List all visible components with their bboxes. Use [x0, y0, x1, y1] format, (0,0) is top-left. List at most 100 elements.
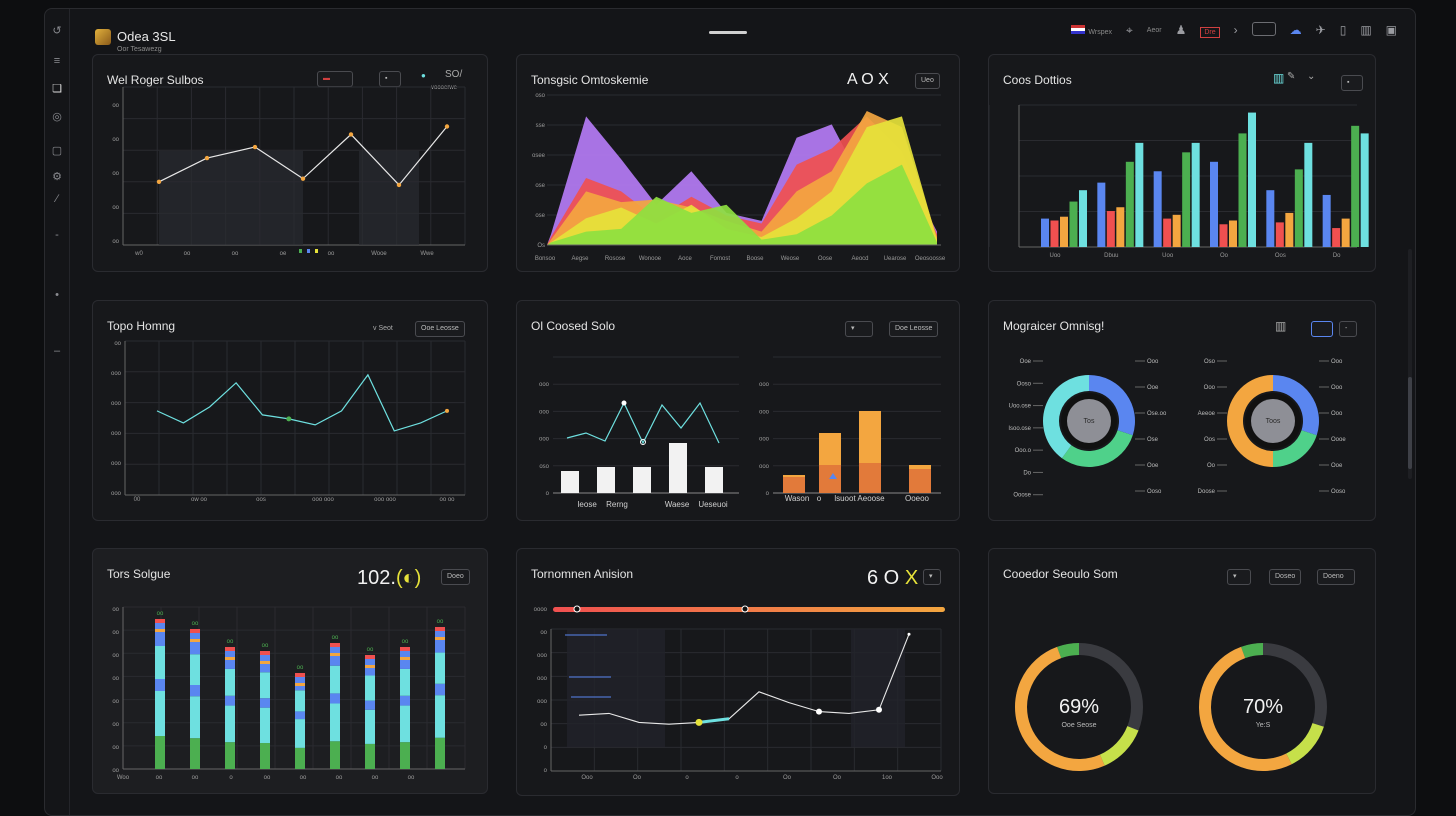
bars-icon[interactable]: ▥ — [1273, 71, 1285, 85]
edit-icon[interactable]: ✎ — [1287, 71, 1296, 82]
donut-label: Ooo — [1204, 385, 1216, 391]
window-handle[interactable] — [709, 31, 747, 34]
options-button[interactable]: Doeo — [441, 569, 470, 585]
x-tick-label: o — [817, 494, 822, 503]
filter-icon[interactable]: ⌄ — [1307, 71, 1316, 82]
y-tick-label: oooo — [534, 607, 548, 613]
notification-badge[interactable]: Dre — [1200, 23, 1220, 38]
square-icon[interactable]: ▢ — [51, 145, 63, 157]
pin-icon[interactable]: ⌖ — [1126, 22, 1133, 37]
bar-segment — [260, 698, 270, 708]
document-icon[interactable]: ❏ — [52, 83, 62, 95]
option-button[interactable]: ▪ — [1341, 75, 1363, 91]
x-tick-label: oe — [280, 251, 287, 257]
dropdown-button[interactable]: ▾ — [845, 321, 873, 337]
chart-meta-text: A O X — [847, 71, 889, 88]
x-tick-label: oo — [300, 775, 307, 781]
bird-icon[interactable]: ✈ — [1315, 23, 1326, 37]
bar — [1116, 207, 1125, 247]
y-tick-label: oo — [112, 722, 119, 728]
back-icon[interactable]: ↺ — [52, 25, 62, 37]
x-tick-label: oo — [336, 775, 343, 781]
bar-cap — [330, 643, 340, 647]
link-icon[interactable]: › — [1233, 23, 1238, 37]
x-tick-label: Aegse — [571, 256, 589, 262]
file-icon[interactable]: ▯ — [1339, 23, 1347, 37]
badge-label: Dre — [1200, 27, 1220, 38]
dash-icon[interactable]: – — [53, 345, 61, 357]
user-icon[interactable]: ♟ — [1175, 23, 1187, 37]
options-button[interactable]: Doe Leosse — [889, 321, 939, 337]
small-line-icon[interactable]: - — [55, 229, 59, 241]
bar-label: oo — [332, 635, 339, 641]
data-point — [816, 708, 822, 715]
menu-icon[interactable]: ≡ — [53, 55, 61, 67]
card-combo-chart: Ol Coosed Solo ▾ Doe Leosse ooo ooo ooo oso… — [516, 300, 960, 521]
y-tick-label: ooo — [759, 382, 770, 388]
dot-icon[interactable]: • — [55, 289, 59, 301]
bars-icon[interactable]: ▥ — [1275, 319, 1287, 333]
bar — [1210, 161, 1218, 247]
donut-arc — [1057, 643, 1080, 659]
x-tick-label: oo — [192, 775, 199, 781]
x-tick-label: Wwe — [420, 251, 434, 257]
view-toggle-button[interactable] — [1311, 321, 1333, 337]
highlight-band — [567, 629, 665, 747]
trash-icon[interactable]: ▥ — [1360, 23, 1372, 37]
filter-button[interactable]: Doseo — [1269, 569, 1302, 585]
x-tick-label: Dbuu — [1104, 253, 1118, 259]
donut-label: Ose — [1147, 437, 1159, 443]
kpi-value: 6 O X — [867, 567, 918, 590]
y-tick-label: osee — [532, 153, 546, 159]
x-tick-label: Rosose — [605, 256, 626, 262]
scrollbar-thumb[interactable] — [1408, 377, 1412, 469]
vertical-scrollbar[interactable] — [1408, 249, 1412, 479]
y-tick-label: o — [544, 745, 548, 751]
dropdown-button[interactable]: ▾ — [923, 569, 941, 585]
bar — [633, 467, 651, 493]
x-tick-label: Boose — [746, 256, 764, 262]
x-tick-label: Uoo — [1049, 253, 1061, 259]
bar-segment — [260, 743, 270, 769]
x-tick-label: oos — [256, 497, 266, 503]
bar — [1079, 190, 1087, 247]
globe-icon[interactable]: ◎ — [52, 111, 62, 123]
data-point — [907, 632, 911, 636]
y-tick-label: oo — [112, 607, 119, 613]
bar — [1050, 220, 1059, 247]
x-tick-label: Wooe — [371, 251, 387, 257]
menu-label[interactable]: SO/ — [445, 69, 463, 80]
y-tick-label: oo — [112, 103, 119, 109]
x-tick-label: Oo — [783, 775, 792, 781]
bar-label: oo — [437, 619, 444, 625]
bar — [1097, 182, 1106, 247]
options-button[interactable]: Ooe Leosse — [415, 321, 465, 337]
bar-cap — [435, 627, 445, 631]
bar — [909, 469, 931, 493]
x-tick-label: Ieose — [577, 500, 597, 509]
bar-label: oo — [157, 611, 164, 617]
bar-segment — [330, 665, 340, 694]
area-series-4 — [547, 164, 937, 245]
user-label[interactable]: Aeor — [1146, 26, 1162, 34]
toggle-icon[interactable] — [1251, 21, 1276, 39]
slash-icon[interactable]: ∕ — [56, 193, 58, 205]
dropdown-button[interactable]: ▾ — [1227, 569, 1251, 585]
minimize-button[interactable]: - — [1339, 321, 1357, 337]
bar — [1135, 142, 1144, 247]
pie-slice — [1273, 430, 1317, 467]
settings-icon[interactable]: ⚙ — [52, 171, 62, 183]
region-selector[interactable]: Wrspex — [1071, 23, 1112, 37]
export-button[interactable]: Doeno — [1317, 569, 1355, 585]
bar-segment — [225, 668, 235, 696]
donut-label: Oooe — [1331, 437, 1346, 443]
x-tick-label: Rerng — [606, 500, 628, 509]
options-button[interactable]: Ueo — [915, 73, 940, 89]
donut-label: Ose.oo — [1147, 411, 1167, 417]
x-tick-label: oo oo — [439, 497, 455, 503]
x-tick-label: oo — [232, 251, 239, 257]
donut-label: Ooo — [1331, 359, 1343, 365]
cloud-icon[interactable]: ☁ — [1289, 23, 1302, 37]
donut-label: Oo — [1207, 463, 1216, 469]
gear-icon[interactable]: ▣ — [1385, 23, 1397, 37]
